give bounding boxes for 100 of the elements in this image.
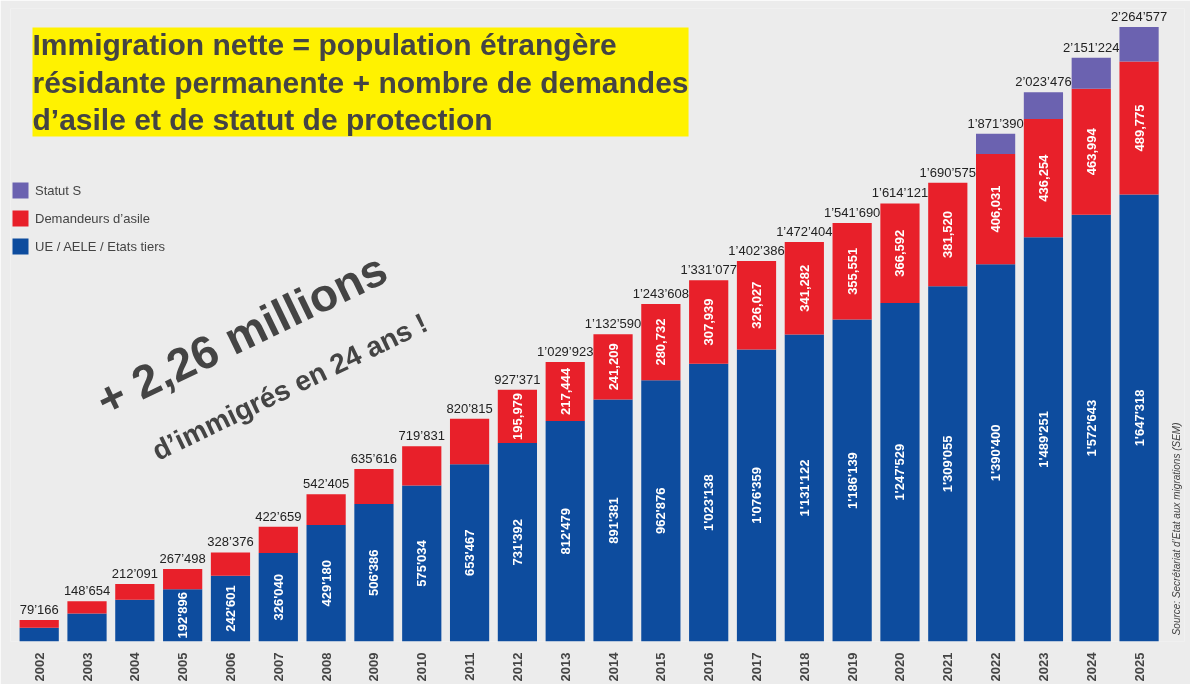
total-label: 148’654 [63,583,111,599]
bar [976,133,1016,154]
data-label: 731'392 [509,519,525,566]
data-label: 307,939 [701,298,717,346]
total-label: 542’405 [302,476,350,492]
bar [1119,194,1159,642]
data-label: 436,254 [1035,153,1051,202]
bar [67,613,107,642]
total-label: 1’871’390 [967,115,1024,131]
bar [449,418,490,465]
x-tick-label: 2019 [844,652,860,682]
bar [402,446,442,486]
data-label: 326,027 [749,281,764,329]
total-label: 422’659 [255,508,302,524]
data-label: 463,994 [1083,127,1099,176]
data-label: 1'309'055 [940,435,956,493]
bar [354,504,394,642]
bar [928,182,968,287]
x-tick-label: 2024 [1083,651,1099,682]
total-label: 79’166 [19,602,59,618]
data-label: 326'040 [270,574,286,621]
x-tick-label: 2010 [414,652,430,682]
bar [976,153,1016,265]
data-label: 406,031 [988,185,1004,233]
data-label: 1'131'122 [796,459,812,517]
x-tick-label: 2013 [557,652,573,682]
x-tick-label: 2016 [701,652,717,682]
bar [1071,57,1111,89]
total-label: 2’151’224 [1063,39,1120,55]
total-label: 267’498 [159,550,206,566]
total-label: 1’690’575 [919,164,976,180]
data-label: 217,444 [557,367,573,415]
bar [1023,118,1064,238]
total-label: 1’029’923 [537,344,594,359]
bar [354,469,394,505]
bar [258,526,298,554]
x-tick-label: 2011 [462,652,478,681]
bar [593,334,633,400]
total-label: 820’815 [446,400,493,416]
x-tick-label: 2017 [749,652,764,682]
data-label: 506'386 [366,549,382,597]
legend-label: UE / AELE / Etats tiers [35,238,166,254]
x-tick-label: 2008 [318,652,334,682]
bar [497,443,538,642]
data-label: 280,732 [653,318,669,366]
bar [449,464,490,642]
bar [784,241,824,335]
total-label: 1’472’404 [776,223,833,239]
bar [689,280,729,364]
data-label: 1'390'400 [988,424,1004,482]
x-tick-label: 2004 [127,651,143,682]
x-tick-label: 2022 [988,652,1004,682]
data-label: 242'601 [222,585,238,632]
bar [976,264,1016,642]
total-label: 2’264’577 [1110,8,1168,24]
x-tick-label: 2002 [31,652,47,682]
bar [689,363,729,642]
data-label: 1'076'359 [749,467,764,524]
x-tick-label: 2006 [222,652,238,682]
data-label: 1'572'643 [1083,399,1099,457]
data-label: 1'489'251 [1035,411,1051,468]
x-tick-label: 2012 [509,652,525,682]
total-label: 635’616 [350,451,398,467]
bar [736,260,777,350]
x-tick-label: 2018 [796,652,812,682]
bar [832,319,872,642]
bar [19,627,59,642]
bar [1023,92,1064,119]
total-label: 1’243’608 [632,286,690,302]
data-label: 1'023'138 [701,474,717,532]
data-label: 1'647'318 [1131,389,1147,447]
bar [1071,88,1111,215]
x-tick-label: 2023 [1035,652,1051,682]
bar [784,334,824,642]
bar [736,349,777,642]
total-label: 1’132’590 [584,316,642,332]
text: Immigration nette = population étrangère résidante permanente + nombre de demandes d’asile et de statut de protection [32,27,689,137]
x-tick-label: 2005 [175,652,191,682]
bar [402,485,442,642]
bar [115,599,155,642]
x-tick-label: 2015 [653,652,669,682]
bar [163,568,203,590]
bar [928,286,968,642]
bar [1119,61,1159,195]
bar [545,421,585,642]
bar [1119,26,1159,62]
data-label: 195,979 [509,392,525,440]
total-label: 719’831 [398,428,445,444]
annotation: Source: Secrétariat d’Etat aux migrations (SEM) [1170,422,1182,636]
total-label: 328’376 [207,534,254,550]
total-label: 1’402’386 [728,242,785,258]
x-tick-label: 2007 [270,652,286,682]
total-label: 1’541’690 [823,205,881,221]
data-label: 381,520 [940,210,956,258]
x-tick-label: 2014 [605,651,621,682]
bar [832,223,872,320]
data-label: 366,592 [892,229,908,277]
data-label: 241,209 [605,343,621,391]
total-label: 212’091 [111,565,158,581]
data-label: 575'034 [414,539,430,587]
